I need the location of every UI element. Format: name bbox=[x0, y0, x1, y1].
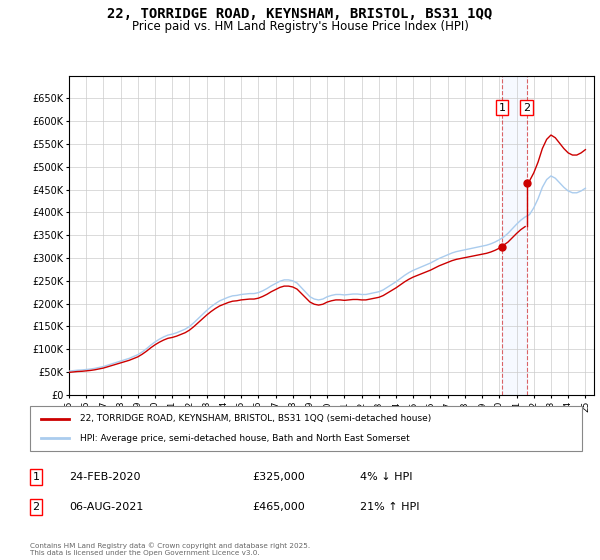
Text: 1: 1 bbox=[32, 472, 40, 482]
Text: Contains HM Land Registry data © Crown copyright and database right 2025.
This d: Contains HM Land Registry data © Crown c… bbox=[30, 542, 310, 556]
Text: Price paid vs. HM Land Registry's House Price Index (HPI): Price paid vs. HM Land Registry's House … bbox=[131, 20, 469, 32]
Bar bbox=[502, 76, 527, 395]
Text: £465,000: £465,000 bbox=[252, 502, 305, 512]
Text: 21% ↑ HPI: 21% ↑ HPI bbox=[360, 502, 419, 512]
Text: 2: 2 bbox=[523, 102, 530, 113]
Text: 1: 1 bbox=[499, 102, 505, 113]
Text: HPI: Average price, semi-detached house, Bath and North East Somerset: HPI: Average price, semi-detached house,… bbox=[80, 434, 409, 443]
Text: 22, TORRIDGE ROAD, KEYNSHAM, BRISTOL, BS31 1QQ (semi-detached house): 22, TORRIDGE ROAD, KEYNSHAM, BRISTOL, BS… bbox=[80, 414, 431, 423]
Text: £325,000: £325,000 bbox=[252, 472, 305, 482]
Text: 22, TORRIDGE ROAD, KEYNSHAM, BRISTOL, BS31 1QQ: 22, TORRIDGE ROAD, KEYNSHAM, BRISTOL, BS… bbox=[107, 7, 493, 21]
Text: 2: 2 bbox=[32, 502, 40, 512]
Text: 4% ↓ HPI: 4% ↓ HPI bbox=[360, 472, 413, 482]
Text: 24-FEB-2020: 24-FEB-2020 bbox=[69, 472, 140, 482]
Text: 06-AUG-2021: 06-AUG-2021 bbox=[69, 502, 143, 512]
